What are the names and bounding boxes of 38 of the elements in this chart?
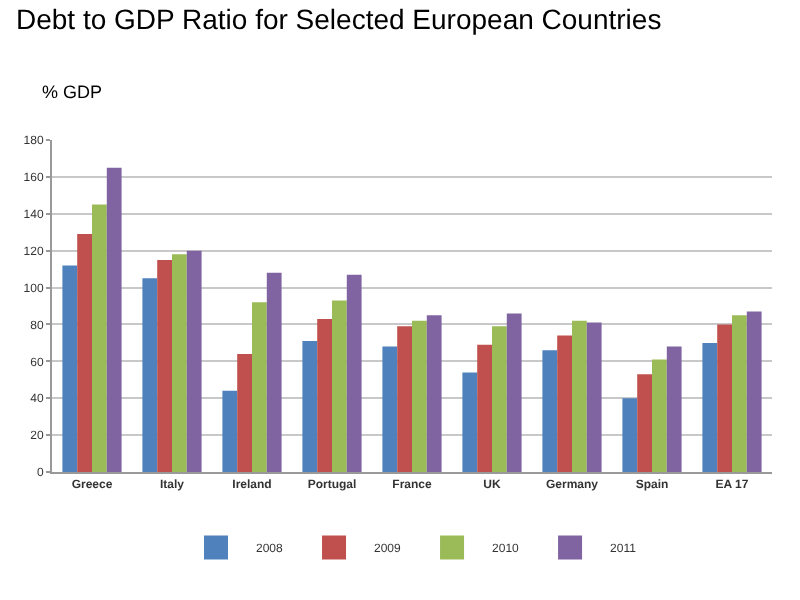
bar	[492, 326, 507, 472]
bar	[382, 346, 398, 472]
bar	[666, 346, 682, 472]
bar	[252, 302, 267, 472]
bar	[92, 204, 107, 472]
bar	[77, 234, 92, 472]
bar	[637, 374, 652, 472]
bar	[732, 315, 747, 472]
bar	[652, 359, 667, 472]
bar	[412, 320, 427, 472]
bar	[557, 335, 572, 472]
bar	[397, 326, 412, 472]
bar	[542, 350, 558, 472]
bar	[702, 342, 718, 472]
bar	[266, 272, 282, 472]
bar	[302, 341, 318, 472]
bar	[157, 259, 172, 472]
bar	[186, 250, 202, 472]
bar	[237, 353, 252, 472]
y-axis-title: % GDP	[42, 82, 103, 102]
bar	[346, 274, 362, 472]
bar	[477, 344, 492, 472]
bar	[717, 324, 732, 472]
bar	[172, 254, 187, 472]
bar	[222, 390, 238, 472]
bar	[506, 313, 522, 472]
bar	[426, 315, 442, 472]
bar	[586, 322, 602, 472]
bar	[622, 398, 638, 472]
bar	[142, 278, 158, 472]
bar	[62, 265, 78, 472]
chart-title: Debt to GDP Ratio for Selected European Countries	[16, 2, 662, 35]
bar	[106, 167, 122, 472]
bar	[572, 320, 587, 472]
bar	[462, 372, 478, 472]
bar	[332, 300, 347, 472]
bar	[746, 311, 762, 472]
bar	[317, 318, 332, 472]
